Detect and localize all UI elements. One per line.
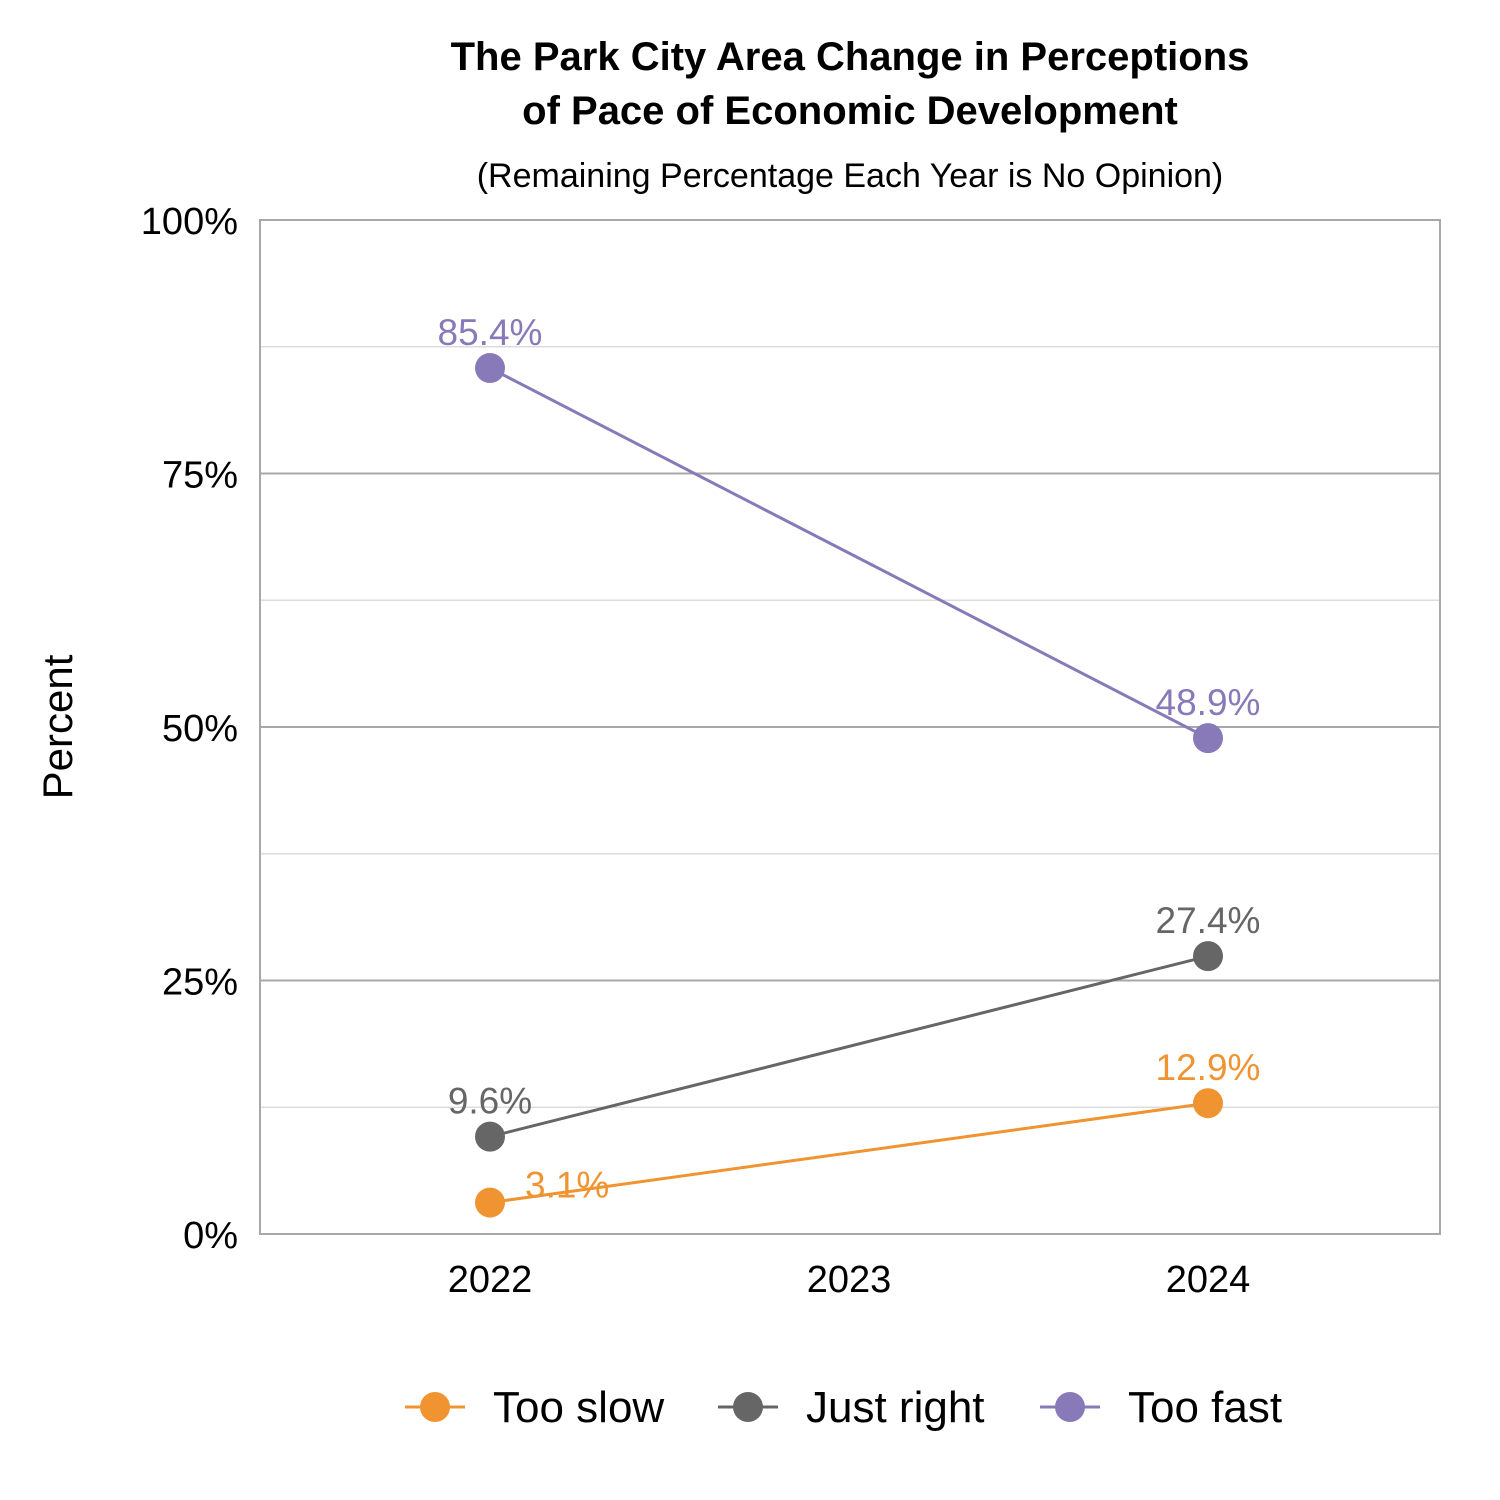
data-label: 85.4% (438, 312, 543, 353)
legend-marker (733, 1392, 763, 1422)
series-too-fast: 85.4% 48.9% (438, 312, 1261, 754)
legend-item: Just right (718, 1383, 985, 1432)
legend-label: Too slow (493, 1383, 664, 1432)
data-point (1193, 941, 1223, 972)
data-label: 9.6% (448, 1081, 532, 1122)
series-line (489, 954, 1209, 1139)
legend-item: Too fast (1040, 1383, 1282, 1432)
legend-label: Just right (806, 1383, 985, 1432)
series-just-right: 9.6% 27.4% (448, 900, 1261, 1152)
data-point (1193, 723, 1223, 754)
data-point (475, 1121, 505, 1152)
y-tick-label: 50% (162, 708, 238, 750)
y-tick-label: 100% (141, 201, 238, 243)
plot-border (259, 219, 1441, 1235)
chart-subtitle: (Remaining Percentage Each Year is No Op… (477, 157, 1224, 195)
data-label: 48.9% (1156, 682, 1261, 723)
y-axis-label: Percent (34, 654, 81, 799)
y-tick-label: 25% (162, 962, 238, 1004)
data-point (1193, 1088, 1223, 1119)
series-line (489, 1101, 1209, 1205)
data-point (475, 353, 505, 384)
chart-title-line-1: The Park City Area Change in Perceptions (451, 35, 1250, 79)
legend-marker (1055, 1392, 1085, 1422)
y-tick-label: 75% (162, 455, 238, 497)
series-line (489, 366, 1209, 740)
data-label: 12.9% (1156, 1047, 1261, 1088)
x-tick-label: 2022 (448, 1259, 533, 1301)
data-point (475, 1187, 505, 1218)
x-tick-label: 2023 (807, 1259, 892, 1301)
legend-marker (420, 1392, 450, 1422)
data-label: 3.1% (525, 1165, 609, 1206)
series-too-slow: 3.1% 12.9% (475, 1047, 1261, 1218)
y-tick-label: 0% (183, 1215, 238, 1257)
data-label: 27.4% (1156, 900, 1261, 941)
chart-title-line-2: of Pace of Economic Development (522, 89, 1178, 133)
x-tick-label: 2024 (1166, 1259, 1251, 1301)
legend-item: Too slow (405, 1383, 664, 1432)
legend-label: Too fast (1128, 1383, 1282, 1432)
